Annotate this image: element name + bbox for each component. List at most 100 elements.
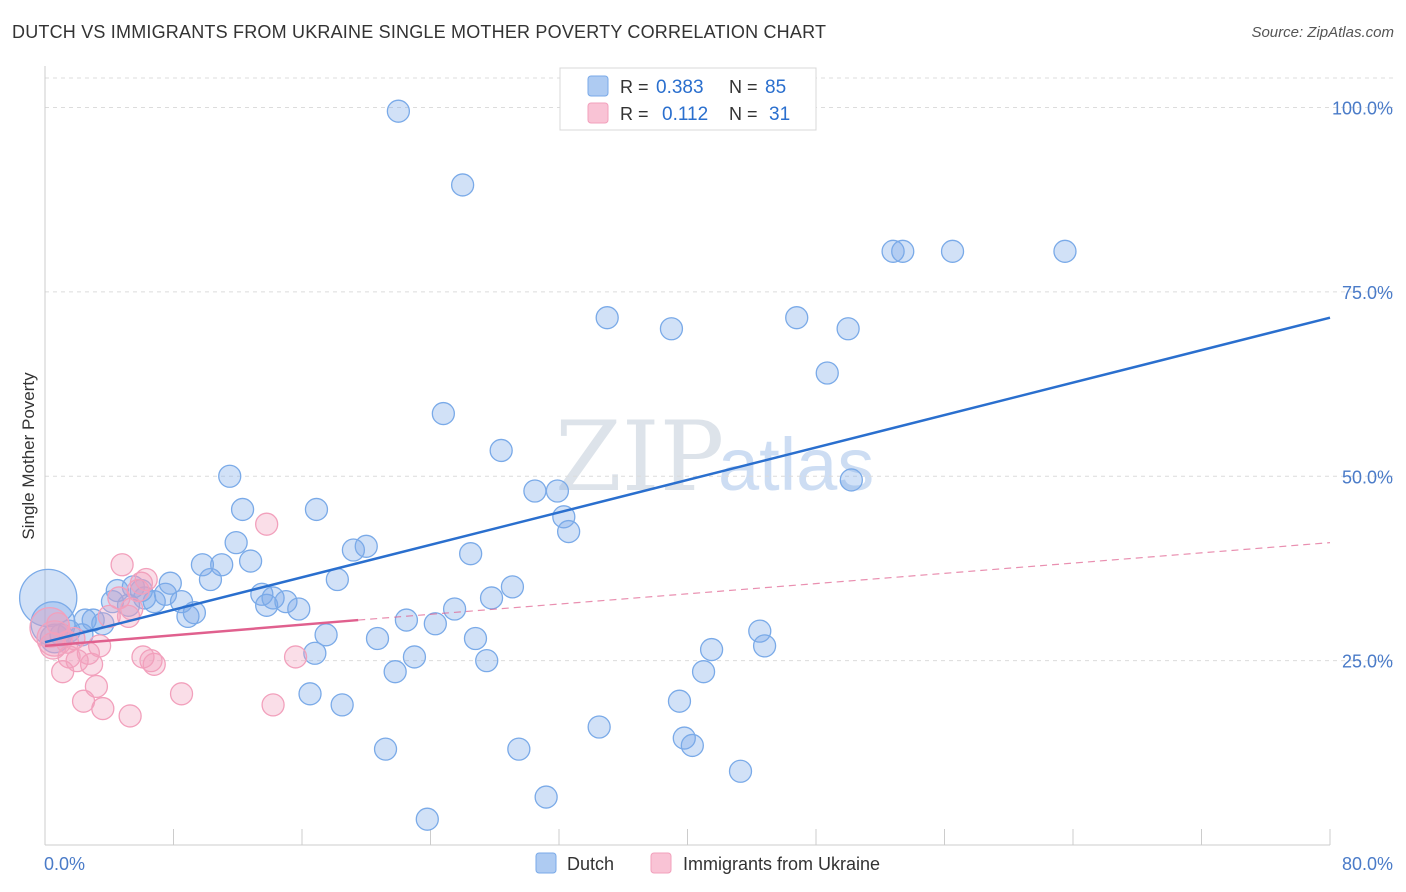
- dutch-point-46: [442, 597, 467, 621]
- dutch-point-69: [691, 660, 716, 684]
- dutch-point-57: [545, 479, 570, 503]
- legend-r-label-1: R =: [620, 77, 649, 97]
- dutch-point-35: [330, 693, 354, 717]
- dutch-point-52: [489, 438, 513, 463]
- dutch-point-56: [534, 785, 558, 809]
- y-tick-label-3: 100.0%: [1332, 99, 1393, 119]
- y-tick-label-1: 50.0%: [1342, 467, 1393, 487]
- dutch-point-18: [190, 553, 215, 577]
- legend-n-label-2: N =: [729, 104, 758, 124]
- ukraine-point-14: [91, 696, 115, 721]
- dutch-point-51: [479, 586, 504, 610]
- ukraine-point-24: [134, 567, 158, 592]
- source-label: Source: ZipAtlas.com: [1251, 24, 1394, 41]
- dutch-point-76: [836, 317, 860, 341]
- dutch-point-31: [298, 682, 322, 706]
- y-tick-labels: 25.0% 50.0% 75.0% 100.0%: [1332, 99, 1393, 672]
- dutch-point-21: [218, 464, 242, 488]
- y-tick-label-0: 25.0%: [1342, 652, 1393, 672]
- dutch-point-41: [394, 608, 419, 632]
- dutch-point-59: [556, 519, 581, 544]
- ukraine-point-12: [84, 674, 109, 699]
- dutch-point-77: [839, 468, 863, 492]
- dutch-point-74: [785, 306, 809, 330]
- dutch-point-37: [354, 534, 378, 558]
- dutch-point-81: [1053, 239, 1077, 263]
- legend-swatch-dutch: [587, 75, 609, 97]
- y-tick-label-2: 75.0%: [1342, 283, 1393, 303]
- dutch-point-45: [431, 401, 456, 426]
- ukraine-point-17: [110, 553, 134, 577]
- dutch-point-33: [314, 623, 338, 647]
- ukraine-point-25: [139, 648, 163, 673]
- dutch-point-40: [383, 660, 407, 684]
- dutch-point-73: [752, 634, 777, 658]
- ukraine-point-20: [118, 704, 142, 728]
- legend-r-label-2: R =: [620, 104, 649, 124]
- ukraine-point-29: [261, 693, 285, 717]
- dutch-point-47: [450, 173, 475, 197]
- ukraine-point-3: [46, 612, 70, 636]
- ukraine-point-27: [169, 682, 194, 706]
- legend-bottom-label-ukraine: Immigrants from Ukraine: [683, 854, 880, 874]
- dutch-point-80: [940, 239, 965, 263]
- watermark-zip: ZIP: [555, 401, 724, 513]
- dutch-point-48: [459, 542, 483, 566]
- dutch-point-79: [891, 239, 915, 263]
- dutch-point-60: [587, 715, 611, 739]
- dutch-point-50: [475, 648, 499, 673]
- dutch-point-70: [699, 637, 724, 662]
- legend-bottom-label-dutch: Dutch: [567, 854, 614, 874]
- trend-line-dutch: [44, 316, 1331, 644]
- dutch-point-43: [415, 807, 439, 831]
- dutch-point-62: [386, 99, 411, 123]
- ukraine-point-15: [97, 604, 121, 629]
- dutch-point-66: [667, 689, 692, 713]
- dutch-point-34: [325, 567, 349, 592]
- series-dutch: [18, 99, 1077, 831]
- ukraine-point-13: [87, 634, 112, 658]
- dutch-point-24: [238, 549, 263, 573]
- trend-lines: [44, 316, 1331, 648]
- dutch-point-68: [680, 733, 704, 758]
- dutch-point-72: [748, 619, 772, 643]
- legend-r-value-1: 0.383: [656, 77, 704, 98]
- legend-r-value-2: 0.112: [662, 104, 708, 125]
- dutch-point-26: [255, 593, 279, 617]
- dutch-point-54: [507, 737, 531, 761]
- legend-bottom: Dutch Immigrants from Ukraine: [535, 852, 880, 874]
- dutch-point-36: [341, 538, 366, 562]
- trend-line-ukraine-extension: [358, 542, 1331, 621]
- dutch-point-65: [659, 317, 684, 341]
- dutch-point-27: [261, 586, 285, 610]
- legend-bottom-swatch-dutch: [535, 852, 557, 874]
- legend-n-label-1: N =: [729, 77, 758, 97]
- dutch-point-42: [402, 645, 427, 669]
- dutch-point-17: [182, 601, 207, 625]
- chart-title: DUTCH VS IMMIGRANTS FROM UKRAINE SINGLE …: [12, 22, 827, 42]
- dutch-point-53: [500, 575, 525, 599]
- legend-n-value-1: 85: [765, 77, 786, 98]
- dutch-point-20: [210, 553, 234, 577]
- dutch-point-39: [373, 737, 398, 761]
- dutch-point-55: [523, 479, 547, 503]
- dutch-point-28: [274, 589, 298, 614]
- dutch-point-29: [287, 597, 311, 621]
- legend-top: R = 0.383 N = 85 R = 0.112 N = 31: [559, 67, 817, 131]
- gridlines: [45, 77, 1393, 662]
- axes: [44, 66, 1331, 846]
- x-tick-label-max: 80.0%: [1342, 854, 1393, 874]
- y-axis-title: Single Mother Poverty: [19, 372, 38, 540]
- dutch-point-32: [304, 497, 329, 522]
- dutch-point-38: [365, 626, 390, 651]
- dutch-point-14: [158, 571, 182, 595]
- dutch-point-30: [303, 641, 327, 665]
- dutch-point-44: [423, 612, 447, 636]
- dutch-point-71: [728, 759, 753, 783]
- dutch-point-22: [224, 530, 248, 555]
- dutch-point-75: [815, 361, 839, 385]
- legend-n-value-2: 31: [769, 104, 790, 125]
- watermark-atlas: atlas: [718, 423, 874, 506]
- dutch-point-61: [595, 306, 619, 330]
